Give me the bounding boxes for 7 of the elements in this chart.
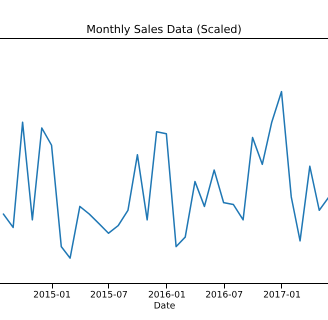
x-tick-label: 2017-01: [263, 290, 301, 300]
x-axis-title: Date: [154, 302, 176, 312]
chart-title: Monthly Sales Data (Scaled): [86, 23, 242, 36]
x-tick-label: 2015-01: [33, 290, 71, 300]
x-tick-label: 2015-07: [90, 290, 128, 300]
x-tick-label: 2016-01: [148, 290, 186, 300]
x-tick-label: 2016-07: [205, 290, 243, 300]
